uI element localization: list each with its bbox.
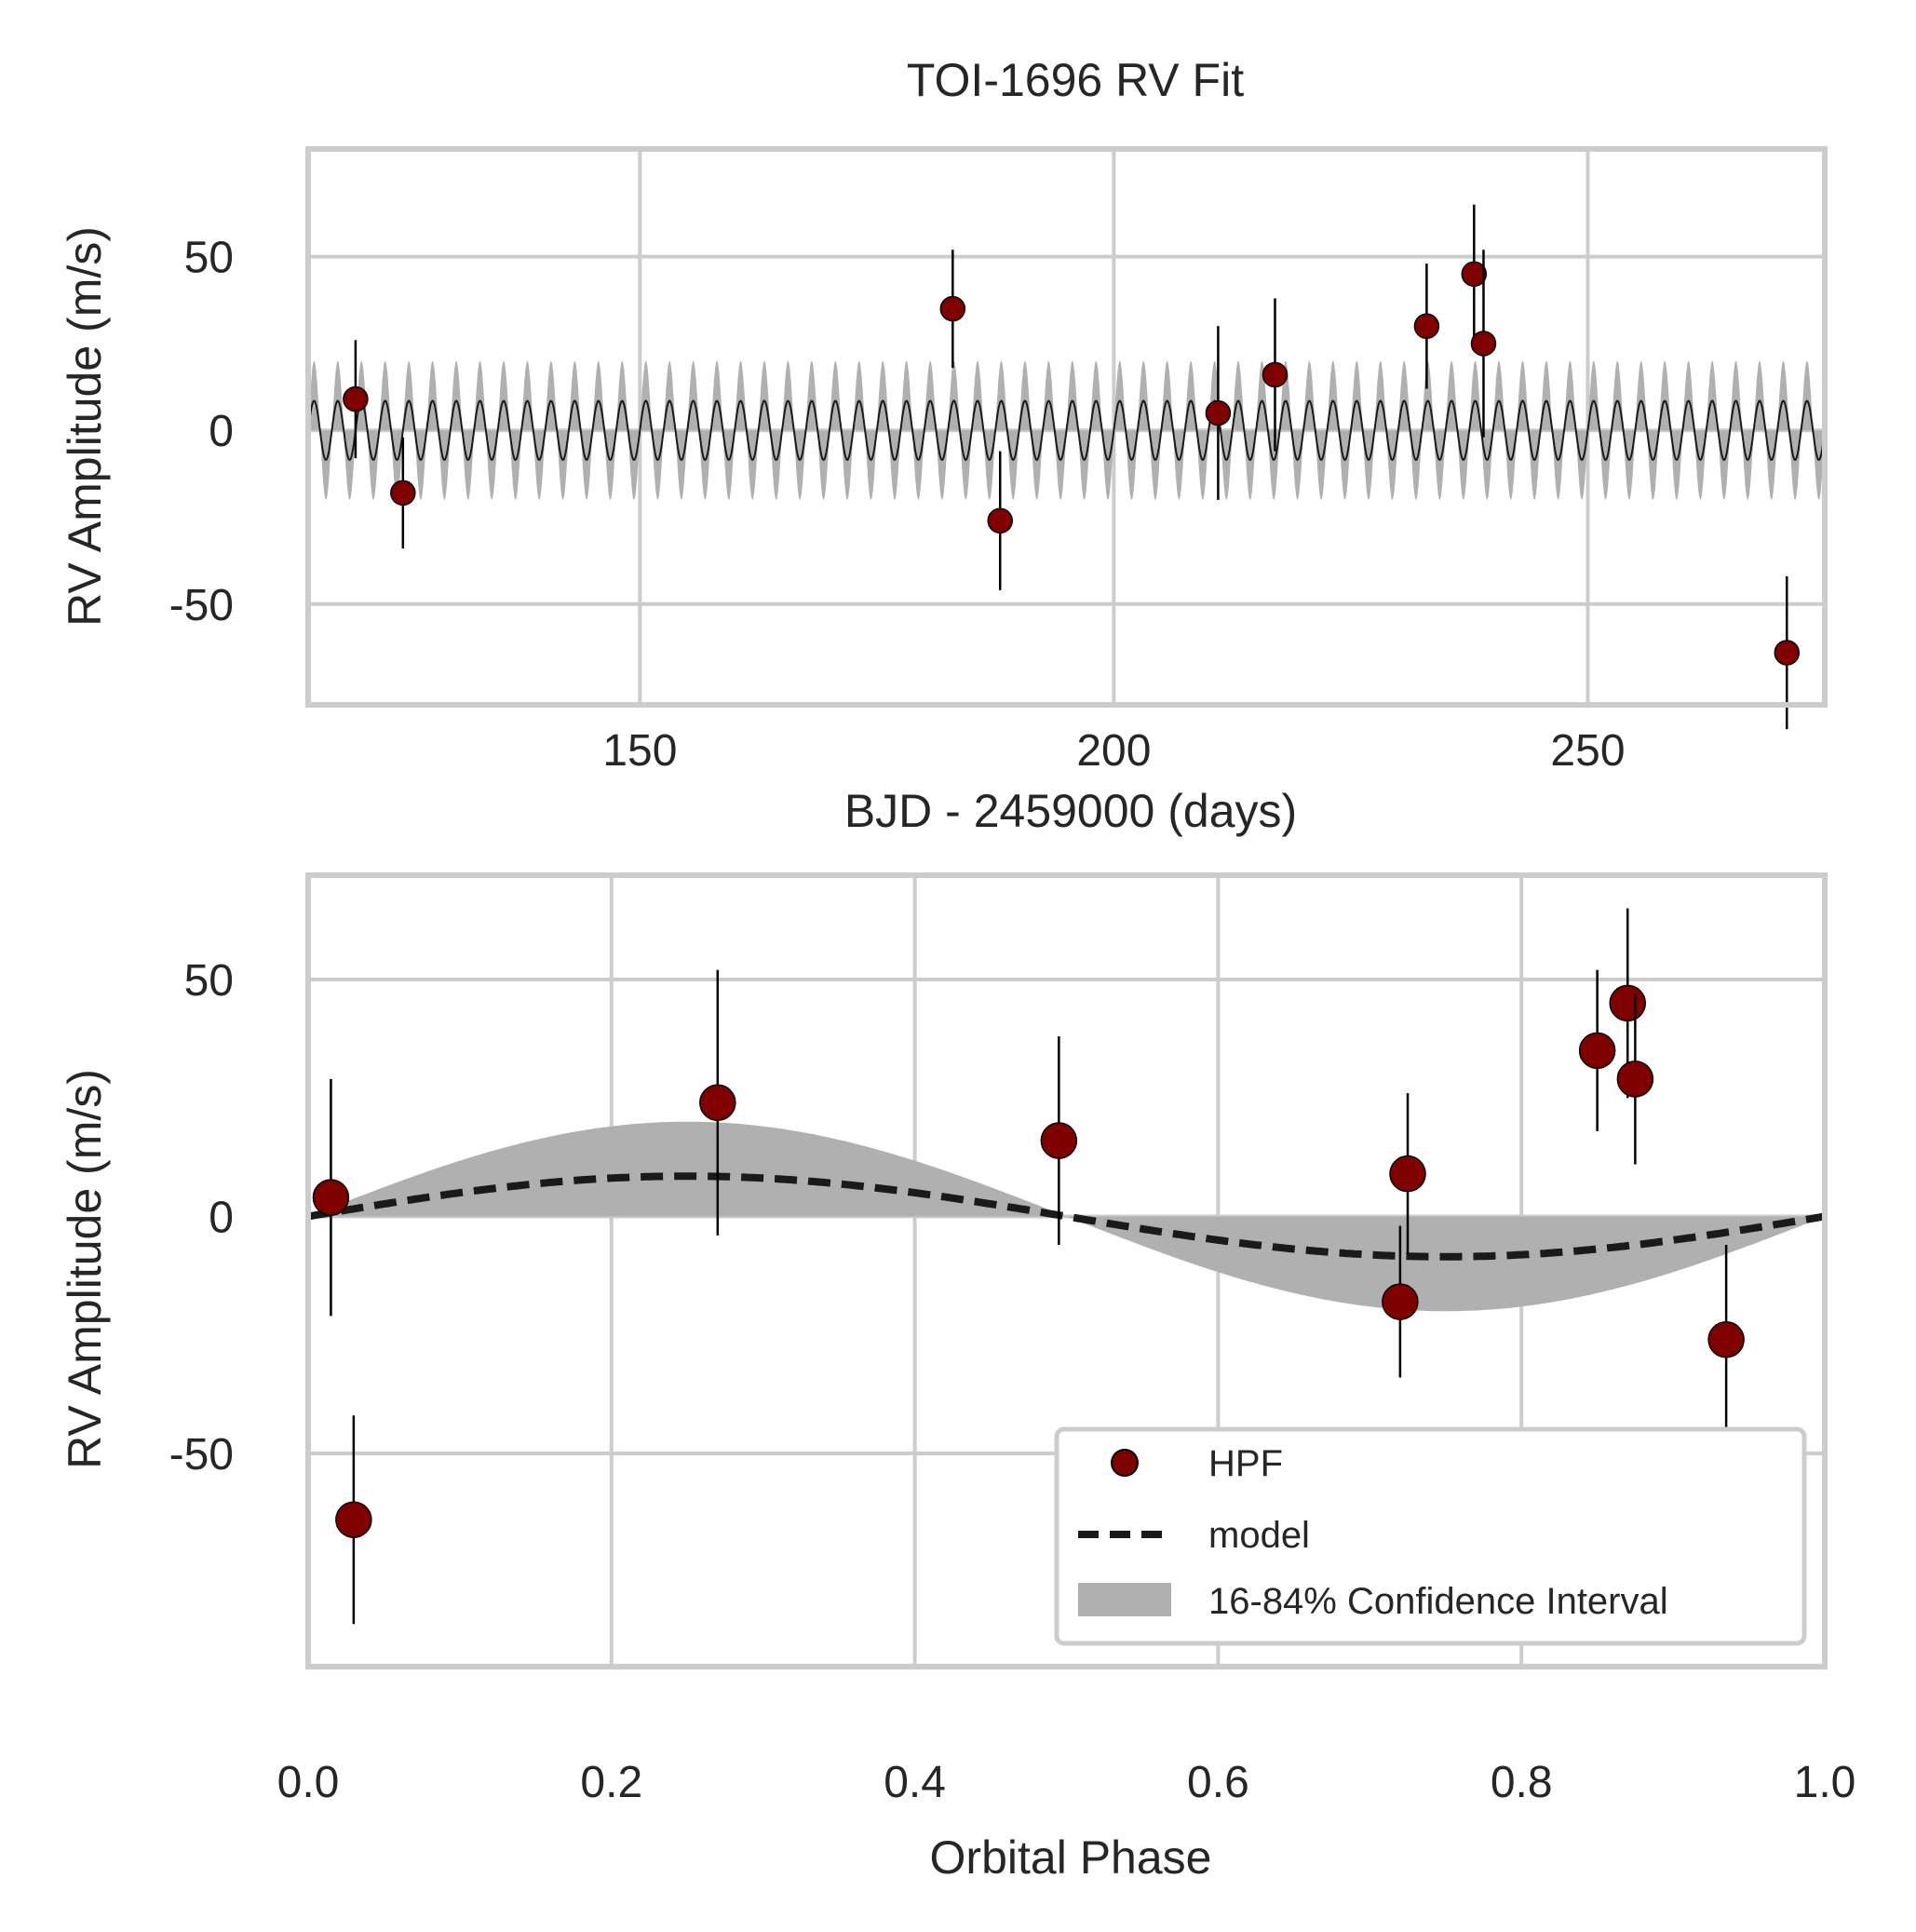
plot-frame [305,872,1828,1669]
legend-label-hpf: HPF [1208,1443,1283,1484]
y-tick-label: 0 [209,407,234,456]
x-tick-label: 0.4 [884,1758,946,1807]
data-point [1382,1283,1419,1320]
data-point [343,385,369,412]
data-point [390,480,416,507]
model-curve [307,1172,1826,1261]
x-axis-label: Orbital Phase [930,1831,1212,1884]
model-curve [307,399,1826,462]
y-tick-label: 50 [184,234,234,283]
legend-box [1054,1426,1807,1646]
legend-label-model: model [1208,1515,1310,1556]
x-axis-label: BJD - 2459000 (days) [844,785,1297,837]
data-point [1578,1032,1616,1070]
data-points [312,908,1745,1625]
x-tick-label: 0.6 [1187,1758,1249,1807]
data-point [1616,1061,1654,1098]
plot-frame [305,146,1828,708]
data-point [939,295,966,322]
x-tick-label: 250 [1550,726,1625,776]
y-axis-label: RV Amplitude (m/s) [59,226,111,627]
y-tick-label: -50 [169,581,234,630]
data-point [987,507,1013,534]
legend: HPF model 16-84% Confidence Interval [1054,1426,1807,1646]
y-tick-label: 50 [184,956,234,1006]
confidence-band [308,1121,1825,1312]
tick-labels: 0.0 0.2 0.4 0.6 0.8 1.0 -50 0 50 [169,956,1856,1807]
data-point [1609,984,1646,1022]
data-point [1461,261,1488,288]
x-tick-label: 200 [1076,726,1151,776]
y-tick-label: 0 [209,1193,234,1242]
data-point [1413,313,1440,340]
chart-title: TOI-1696 RV Fit [907,54,1244,106]
y-tick-label: -50 [169,1430,234,1479]
data-point [1470,331,1497,357]
data-point [699,1084,736,1122]
phase-folded-panel: 0.0 0.2 0.4 0.6 0.8 1.0 -50 0 50 Orbital Phase R… [59,872,1856,1884]
legend-marker-band [1078,1583,1171,1616]
x-tick-label: 1.0 [1794,1758,1856,1807]
model-line [307,1172,1826,1261]
model-line [307,399,1826,462]
data-point [1707,1321,1745,1358]
x-tick-label: 150 [602,726,677,776]
data-point [1205,399,1232,426]
time-series-panel: TOI-1696 RV Fit 150 200 250 -50 0 50 BJD - 24… [59,54,1828,837]
legend-label-band: 16-84% Confidence Interval [1208,1581,1668,1622]
confidence-band-area [308,360,1825,500]
x-tick-label: 0.2 [580,1758,642,1807]
legend-marker-hpf [1111,1449,1139,1477]
x-tick-label: 0.8 [1491,1758,1553,1807]
data-point [335,1501,372,1538]
confidence-band [308,360,1825,500]
data-point [312,1179,350,1216]
data-point [1389,1155,1426,1193]
data-point [1040,1122,1078,1159]
x-tick-label: 0.0 [277,1758,340,1807]
confidence-band-area [308,1121,1825,1312]
data-point [1774,640,1801,666]
y-axis-label: RV Amplitude (m/s) [59,1069,111,1469]
tick-labels: 150 200 250 -50 0 50 [169,234,1626,776]
data-points [343,204,1801,730]
data-point [1262,361,1289,388]
